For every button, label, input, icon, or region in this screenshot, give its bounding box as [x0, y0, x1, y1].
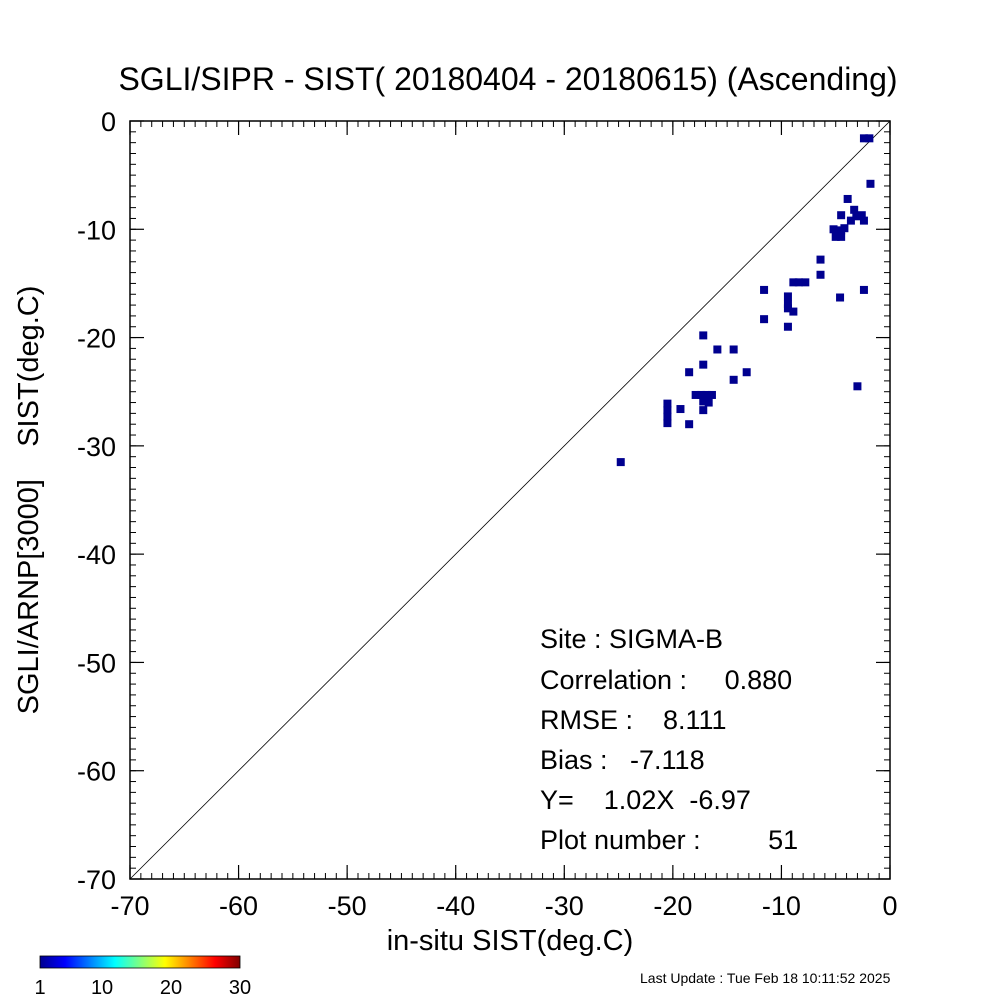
- data-points: [616, 134, 875, 467]
- y-tick-label: -70: [77, 865, 116, 895]
- data-point: [699, 360, 708, 369]
- data-point: [859, 285, 868, 294]
- x-tick-label: -50: [328, 891, 367, 921]
- x-tick-label: -30: [545, 891, 584, 921]
- data-point: [697, 390, 706, 399]
- data-point: [865, 134, 874, 143]
- data-point: [663, 399, 672, 408]
- x-tick-label: -70: [110, 891, 149, 921]
- data-point: [783, 322, 792, 331]
- colorbar-tick-label: 30: [229, 977, 251, 999]
- x-tick-label: -40: [436, 891, 475, 921]
- data-point: [829, 225, 838, 234]
- stats-site: Site : SIGMA-B: [540, 624, 723, 654]
- data-point: [794, 278, 803, 287]
- data-point: [729, 345, 738, 354]
- data-point: [801, 278, 810, 287]
- data-point: [837, 226, 846, 235]
- x-tick-label: -20: [653, 891, 692, 921]
- plot-area: [129, 120, 891, 880]
- data-point: [760, 285, 769, 294]
- data-point: [789, 278, 798, 287]
- stats-plot-number: Plot number : 51: [540, 825, 798, 855]
- data-point: [760, 315, 769, 324]
- colorbar-gradient: [39, 955, 241, 969]
- y-tick-label: -60: [77, 757, 116, 787]
- y-tick-label: -50: [77, 648, 116, 678]
- data-point: [850, 205, 859, 214]
- y-tick-label: 0: [101, 107, 116, 137]
- minor-ticks: [129, 120, 891, 880]
- data-point: [783, 300, 792, 309]
- x-axis-label: in-situ SIST(deg.C): [387, 925, 634, 957]
- data-point: [685, 420, 694, 429]
- data-point: [857, 211, 866, 220]
- data-point: [843, 194, 852, 203]
- y-tick-label: -40: [77, 540, 116, 570]
- data-point: [702, 390, 711, 399]
- x-tick-label: -60: [219, 891, 258, 921]
- data-point: [663, 406, 672, 415]
- data-point: [837, 232, 846, 241]
- data-point: [699, 406, 708, 415]
- data-point: [729, 375, 738, 384]
- y-tick-label: -10: [77, 215, 116, 245]
- y-tick-labels: -70 -60 -50 -40 -30 -20 -10 0: [77, 107, 116, 895]
- data-point: [663, 419, 672, 428]
- data-point: [676, 405, 685, 414]
- data-point: [837, 211, 846, 220]
- data-point: [853, 382, 862, 391]
- data-point: [783, 292, 792, 301]
- data-point: [831, 232, 840, 241]
- data-point: [685, 368, 694, 377]
- data-point: [836, 293, 845, 302]
- data-point: [783, 304, 792, 313]
- data-point: [859, 216, 868, 225]
- y-tick-label: -30: [77, 432, 116, 462]
- data-point: [699, 397, 708, 406]
- y-axis-label: SGLI/ARNP[3000] SIST(deg.C): [13, 286, 45, 715]
- one-to-one-reference-line: [129, 120, 891, 880]
- data-point: [789, 307, 798, 316]
- data-point: [663, 412, 672, 421]
- stats-box: Site : SIGMA-B Correlation : 0.880 RMSE …: [540, 624, 798, 855]
- data-point: [707, 390, 716, 399]
- data-point: [859, 134, 868, 143]
- data-point: [852, 212, 861, 221]
- data-point: [816, 255, 825, 264]
- stats-regression: Y= 1.02X -6.97: [540, 785, 751, 815]
- colorbar-ticks: 1 10 20 30: [34, 977, 251, 999]
- data-point: [713, 345, 722, 354]
- data-point: [866, 179, 875, 188]
- x-tick-labels: -70 -60 -50 -40 -30 -20 -10 0: [110, 891, 897, 921]
- data-point: [846, 216, 855, 225]
- data-point: [704, 398, 713, 407]
- data-point: [616, 458, 625, 467]
- data-point: [816, 270, 825, 279]
- major-ticks: [129, 120, 891, 880]
- last-update-text: Last Update : Tue Feb 18 10:11:52 2025: [640, 970, 891, 986]
- stats-correlation: Correlation : 0.880: [540, 665, 792, 695]
- y-tick-label: -20: [77, 324, 116, 354]
- colorbar-tick-label: 10: [91, 977, 113, 999]
- data-point: [699, 331, 708, 340]
- x-tick-label: -10: [762, 891, 801, 921]
- data-point: [691, 390, 700, 399]
- colorbar-tick-label: 20: [160, 977, 182, 999]
- colorbar-tick-label: 1: [34, 977, 45, 999]
- chart-title: SGLI/SIPR - SIST( 20180404 - 20180615) (…: [118, 61, 897, 97]
- x-tick-label: 0: [882, 891, 897, 921]
- stats-bias: Bias : -7.118: [540, 745, 705, 775]
- stats-rmse: RMSE : 8.111: [540, 705, 727, 735]
- colorbar: 1 10 20 30: [34, 955, 251, 999]
- data-point: [742, 368, 751, 377]
